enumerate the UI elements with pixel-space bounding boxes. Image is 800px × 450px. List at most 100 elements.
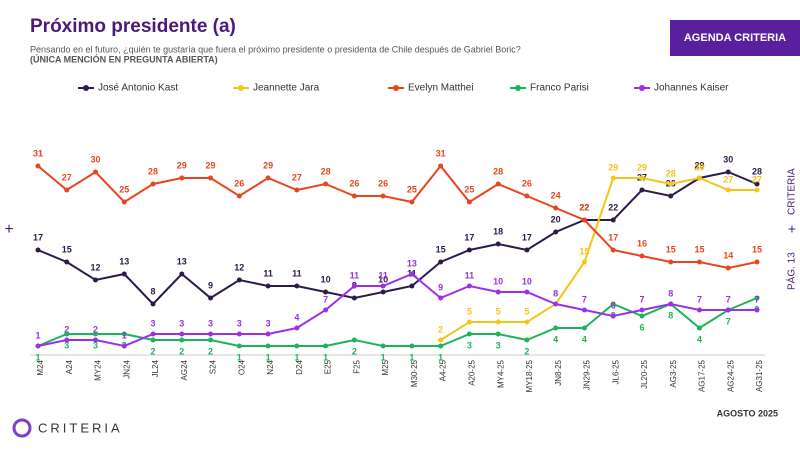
data-label: 20 [551, 214, 561, 224]
point [93, 331, 99, 337]
point [696, 259, 702, 265]
x-tick-label: AG31-25 [755, 359, 764, 392]
point [524, 289, 530, 295]
point [409, 343, 415, 349]
legend-dot [639, 85, 645, 91]
data-label: 8 [553, 288, 558, 298]
point [179, 271, 185, 277]
point [150, 337, 156, 343]
data-label: 11 [263, 268, 273, 278]
point [438, 295, 444, 301]
point [64, 337, 70, 343]
point [64, 331, 70, 337]
legend-label: Jeannette Jara [253, 83, 320, 94]
point [150, 181, 156, 187]
data-label: 29 [637, 162, 647, 172]
data-label: 22 [579, 202, 589, 212]
data-label: 26 [378, 178, 388, 188]
point [553, 205, 559, 211]
decor-plus: + [788, 221, 796, 237]
data-label: 26 [234, 178, 244, 188]
data-label: 3 [266, 318, 271, 328]
point [294, 343, 300, 349]
point [553, 325, 559, 331]
note: (ÚNICA MENCIÓN EN PREGUNTA ABIERTA) [30, 53, 218, 64]
data-label: 3 [467, 340, 472, 350]
data-label: 6 [611, 300, 616, 310]
point [351, 295, 357, 301]
point [294, 283, 300, 289]
point [495, 319, 501, 325]
point [553, 301, 559, 307]
x-tick-label: JN29-25 [583, 359, 592, 390]
data-label: 5 [496, 306, 501, 316]
point [236, 331, 242, 337]
x-tick-label: E25 [324, 359, 333, 374]
x-tick-label: A4-25 [439, 359, 448, 381]
point [64, 187, 70, 193]
data-label: 9 [438, 282, 443, 292]
data-label: 17 [33, 232, 43, 242]
data-label: 2 [352, 346, 357, 356]
data-label: 15 [436, 244, 446, 254]
agenda-button-label[interactable]: AGENDA CRITERIA [684, 32, 786, 44]
x-tick-label: N24 [266, 359, 275, 374]
data-label: 8 [151, 286, 156, 296]
point [438, 259, 444, 265]
legend-label: José Antonio Kast [98, 83, 178, 94]
data-label: 3 [179, 318, 184, 328]
point [351, 337, 357, 343]
point [581, 259, 587, 265]
point [409, 199, 415, 205]
point [93, 277, 99, 283]
point [696, 307, 702, 313]
data-label: 1 [122, 330, 127, 340]
point [351, 283, 357, 289]
data-label: 30 [91, 154, 101, 164]
point [150, 331, 156, 337]
point [639, 313, 645, 319]
data-label: 7 [726, 294, 731, 304]
point [323, 289, 329, 295]
series-line [37, 170, 758, 306]
point [725, 169, 731, 175]
point [639, 187, 645, 193]
point [179, 337, 185, 343]
point [93, 337, 99, 343]
point [495, 181, 501, 187]
point [581, 307, 587, 313]
point [35, 343, 41, 349]
data-label: 1 [409, 352, 414, 362]
data-label: 2 [438, 324, 443, 334]
point [236, 277, 242, 283]
point [121, 331, 127, 337]
point [438, 163, 444, 169]
data-label: 27 [752, 174, 762, 184]
point [639, 253, 645, 259]
x-tick-label: JN24 [122, 359, 131, 378]
point [35, 247, 41, 253]
data-label: 29 [694, 160, 704, 170]
agenda-button[interactable] [670, 20, 800, 56]
data-label: 3 [151, 318, 156, 328]
point [466, 331, 472, 337]
data-label: 29 [694, 162, 704, 172]
data-label: 17 [464, 232, 474, 242]
point [179, 331, 185, 337]
series-line [37, 297, 758, 347]
point [323, 181, 329, 187]
data-label: 26 [349, 178, 359, 188]
data-label: 27 [292, 172, 302, 182]
data-label: 17 [608, 232, 618, 242]
data-label: 1 [237, 352, 242, 362]
point [323, 343, 329, 349]
point [610, 313, 616, 319]
data-label: 2 [64, 324, 69, 334]
data-label: 29 [177, 160, 187, 170]
series-line [37, 164, 758, 270]
data-label: 8 [668, 288, 673, 298]
data-label: 7 [726, 316, 731, 326]
data-label: 15 [694, 244, 704, 254]
logo: CRITERIA [38, 420, 123, 435]
point [179, 175, 185, 181]
